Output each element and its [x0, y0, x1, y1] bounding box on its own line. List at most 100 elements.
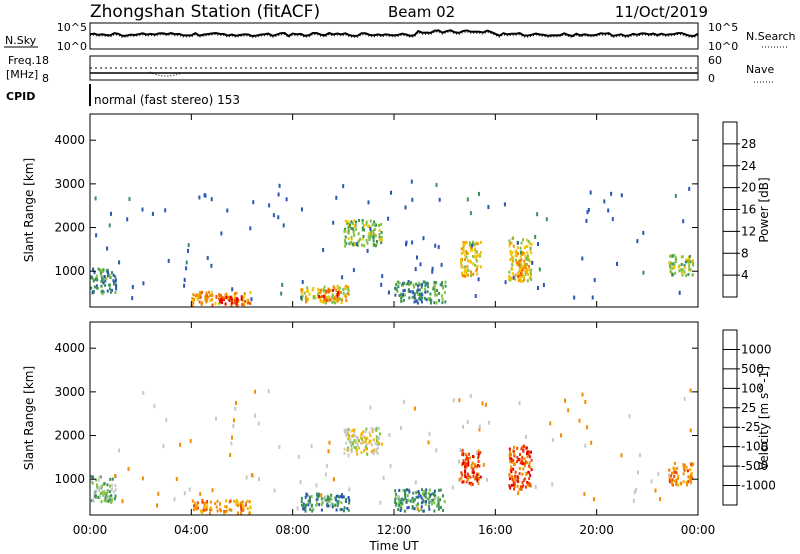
power-cell	[355, 220, 357, 224]
velocity-cell	[398, 488, 401, 492]
velocity-cell	[465, 465, 468, 469]
power-cell	[517, 261, 520, 265]
velocity-cell	[352, 428, 355, 432]
power-cell	[520, 262, 523, 266]
power-cell	[312, 296, 315, 300]
power-cell	[353, 223, 356, 227]
power-cell	[528, 268, 531, 272]
velocity-cell	[478, 464, 481, 468]
velocity-cell	[311, 509, 314, 513]
power-cell	[521, 252, 524, 256]
velocity-cell	[376, 446, 379, 450]
velocity-cell	[398, 503, 400, 507]
power-cell	[220, 293, 222, 297]
noise-sky-label: N.Sky	[5, 34, 37, 47]
velocity-cell	[668, 480, 671, 484]
power-cell	[430, 301, 432, 305]
power-cell	[470, 270, 472, 274]
power-cell	[688, 186, 691, 191]
velocity-cell	[520, 487, 523, 491]
velocity-cell	[394, 498, 397, 501]
velocity-cell	[484, 402, 487, 407]
power-cell	[509, 250, 512, 253]
power-cell	[462, 250, 465, 254]
velocity-cell	[330, 493, 333, 497]
velocity-cell	[372, 427, 375, 431]
power-cell	[692, 261, 695, 265]
power-cell	[343, 229, 346, 233]
velocity-cell	[514, 477, 517, 482]
power-cell	[433, 287, 436, 291]
velocity-cell	[318, 503, 321, 507]
power-cell	[335, 195, 338, 200]
velocity-cell	[458, 398, 461, 403]
power-cell	[395, 283, 398, 287]
velocity-cell	[395, 502, 398, 505]
power-cell	[466, 273, 469, 277]
power-cell	[380, 235, 383, 239]
velocity-cell	[219, 502, 221, 506]
velocity-cell	[345, 433, 348, 437]
velocity-cell	[406, 494, 409, 498]
power-cell	[243, 292, 246, 296]
velocity-cell	[477, 455, 480, 458]
velocity-colorbar-ticklabel: -500	[741, 459, 768, 473]
power-cell	[106, 246, 109, 251]
velocity-cell	[360, 433, 363, 437]
power-cell	[369, 226, 372, 231]
power-cell	[109, 290, 112, 294]
power-cell	[381, 274, 384, 279]
power-cell	[414, 297, 417, 300]
velocity-cell	[223, 511, 226, 515]
power-cell	[587, 208, 590, 212]
velocity-cell	[487, 420, 490, 425]
velocity-cell	[356, 435, 359, 439]
power-axes: 1000 2000 3000 4000	[54, 114, 699, 307]
power-region	[318, 288, 340, 303]
velocity-cell	[523, 444, 526, 448]
velocity-cell	[461, 473, 464, 477]
power-cell	[419, 294, 422, 298]
velocity-cell	[406, 488, 408, 492]
noise-left-tick-bottom: 10^0	[57, 40, 87, 53]
power-cell	[525, 257, 527, 261]
power-cell	[519, 274, 521, 277]
power-cell	[361, 228, 364, 232]
power-cell	[128, 197, 131, 201]
velocity-cell	[234, 406, 237, 411]
velocity-cell	[372, 448, 375, 452]
velocity-cell	[345, 497, 348, 501]
power-cell	[402, 289, 405, 293]
velocity-cell	[400, 425, 403, 430]
power-cell	[416, 288, 419, 292]
power-cell	[280, 291, 283, 296]
power-cell	[524, 272, 527, 276]
velocity-cell	[360, 451, 363, 454]
velocity-panel-frame	[89, 321, 699, 516]
velocity-cell	[374, 442, 377, 446]
velocity-cell	[210, 508, 213, 512]
velocity-cell	[433, 489, 436, 493]
power-cell	[672, 266, 675, 270]
velocity-cell	[683, 463, 686, 467]
power-cell	[474, 294, 477, 298]
power-cell	[503, 202, 506, 207]
power-cell	[529, 272, 532, 276]
velocity-cell	[90, 475, 93, 478]
power-cell	[198, 195, 201, 200]
velocity-cell	[438, 488, 441, 492]
velocity-cell	[340, 501, 343, 505]
power-cell	[95, 274, 98, 278]
power-cell	[402, 293, 405, 297]
power-cell	[346, 220, 349, 224]
power-cell	[581, 256, 584, 261]
power-cell	[395, 287, 398, 291]
velocity-cell	[526, 450, 529, 454]
power-cell	[417, 293, 420, 296]
power-cell	[678, 269, 681, 273]
power-cell	[224, 293, 227, 297]
velocity-cell	[183, 491, 186, 496]
velocity-cell	[299, 480, 302, 485]
power-cell	[362, 235, 365, 238]
time-tick-label: 00:00	[681, 523, 716, 537]
